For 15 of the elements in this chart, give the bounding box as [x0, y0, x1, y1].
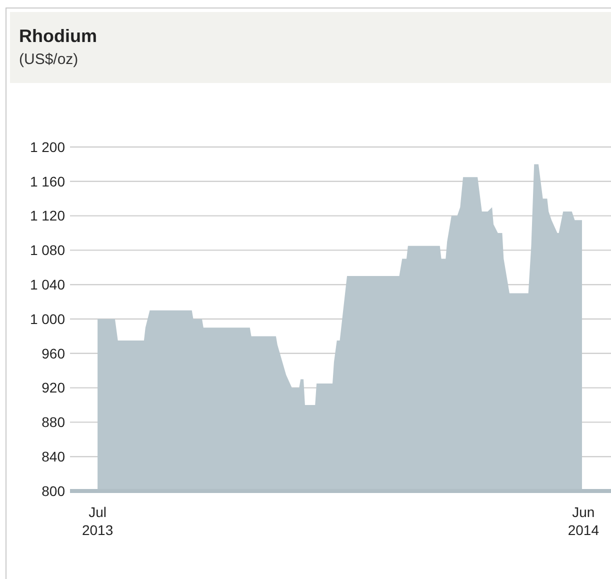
- y-tick-label: 960: [42, 345, 66, 362]
- x-tick-label: Jun 2014: [568, 504, 600, 538]
- chart-subtitle: (US$/oz): [19, 51, 78, 68]
- y-tick-label: 1 040: [30, 276, 66, 292]
- y-tick-label: 1 120: [30, 208, 66, 224]
- y-tick-label: 1 080: [30, 242, 66, 258]
- y-tick-label: 840: [42, 448, 66, 464]
- y-tick-label: 1 160: [30, 173, 66, 190]
- y-tick-label: 1 000: [30, 310, 66, 327]
- y-tick-label: 1 200: [30, 138, 66, 155]
- y-tick-label: 920: [42, 380, 66, 396]
- y-tick-label: 800: [42, 482, 66, 499]
- x-tick-label: Jul 2013: [82, 504, 114, 538]
- y-tick-label: 880: [42, 414, 66, 430]
- chart-title: Rhodium: [19, 26, 97, 46]
